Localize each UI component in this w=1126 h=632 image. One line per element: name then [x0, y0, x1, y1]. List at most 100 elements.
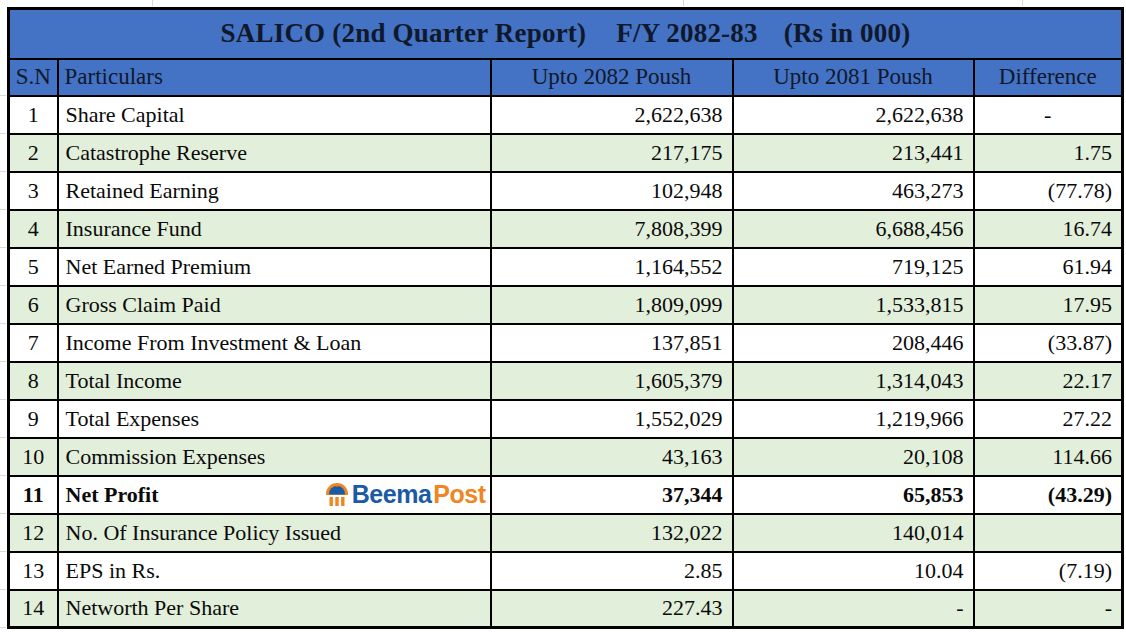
cell-sn: 6 [9, 286, 58, 324]
cell-upto-2082: 217,175 [491, 134, 733, 172]
table-row: 11 Net Profit BeemaPost 37,344 6 [9, 476, 1123, 514]
margin-gridline [0, 95, 6, 96]
particulars-label: Retained Earning [66, 178, 219, 204]
cell-sn: 9 [9, 400, 58, 438]
cell-sn: 13 [9, 552, 58, 590]
cell-difference: 17.95 [974, 286, 1123, 324]
cell-upto-2081: 208,446 [733, 324, 974, 362]
cell-upto-2082: 37,344 [491, 476, 733, 514]
cell-particulars: Catastrophe Reserve BeemaPost [58, 134, 491, 172]
cell-upto-2082: 132,022 [491, 514, 733, 552]
cell-difference: (7.19) [974, 552, 1123, 590]
brand-text-post: Post [433, 480, 485, 509]
particulars-label: Insurance Fund [66, 216, 202, 242]
cell-difference: (43.29) [974, 476, 1123, 514]
cell-upto-2081: 65,853 [733, 476, 974, 514]
report-title-units: (Rs in 000) [784, 18, 911, 49]
report-title-fiscal-year: F/Y 2082-83 [616, 18, 757, 49]
margin-gridline [0, 247, 6, 248]
cell-upto-2082: 1,164,552 [491, 248, 733, 286]
cell-difference [974, 514, 1123, 552]
cell-upto-2081: 1,219,966 [733, 400, 974, 438]
margin-gridline [0, 209, 6, 210]
cell-upto-2082: 2,622,638 [491, 96, 733, 134]
table-row: 3 Retained Earning BeemaPost 102,948 [9, 172, 1123, 210]
particulars-label: Total Expenses [66, 406, 199, 432]
cell-difference: 1.75 [974, 134, 1123, 172]
cell-upto-2081: 1,314,043 [733, 362, 974, 400]
cell-upto-2082: 1,809,099 [491, 286, 733, 324]
cell-sn: 14 [9, 590, 58, 628]
table-row: 1 Share Capital BeemaPost 2,622,638 [9, 96, 1123, 134]
margin-gridline [0, 285, 6, 286]
beemapost-watermark: BeemaPost [324, 480, 486, 509]
margin-gridline [0, 589, 6, 590]
cell-upto-2081: 213,441 [733, 134, 974, 172]
table-row: 6 Gross Claim Paid BeemaPost 1,809,0 [9, 286, 1123, 324]
particulars-label: EPS in Rs. [66, 558, 161, 584]
cell-upto-2082: 102,948 [491, 172, 733, 210]
cell-sn: 4 [9, 210, 58, 248]
margin-gridline [152, 0, 153, 6]
header-difference: Difference [974, 59, 1123, 96]
cell-sn: 7 [9, 324, 58, 362]
cell-sn: 11 [9, 476, 58, 514]
particulars-label: Networth Per Share [66, 595, 240, 621]
margin-gridline [0, 361, 6, 362]
particulars-label: Share Capital [66, 102, 185, 128]
cell-particulars: No. Of Insurance Policy Issued BeemaPost [58, 514, 491, 552]
cell-upto-2081: 1,533,815 [733, 286, 974, 324]
table-row: 12 No. Of Insurance Policy Issued BeemaP… [9, 514, 1123, 552]
cell-upto-2081: 2,622,638 [733, 96, 974, 134]
cell-particulars: Income From Investment & Loan BeemaPost [58, 324, 491, 362]
table-row: 14 Networth Per Share BeemaPost 227. [9, 590, 1123, 628]
margin-gridline [0, 323, 6, 324]
cell-sn: 12 [9, 514, 58, 552]
cell-particulars: Gross Claim Paid BeemaPost [58, 286, 491, 324]
header-row: S.N Particulars Upto 2082 Poush Upto 208… [9, 59, 1123, 96]
particulars-label: Catastrophe Reserve [66, 140, 247, 166]
cell-upto-2082: 1,605,379 [491, 362, 733, 400]
header-upto-2082: Upto 2082 Poush [491, 59, 733, 96]
cell-upto-2081: 140,014 [733, 514, 974, 552]
particulars-label: Gross Claim Paid [66, 292, 221, 318]
report-title: SALICO (2nd Quarter Report) F/Y 2082-83 … [9, 9, 1123, 59]
header-particulars: Particulars [58, 59, 491, 96]
table-row: 8 Total Income BeemaPost 1,605,379 [9, 362, 1123, 400]
cell-particulars: Total Income BeemaPost [58, 362, 491, 400]
quarter-report-table: SALICO (2nd Quarter Report) F/Y 2082-83 … [7, 7, 1124, 629]
cell-difference: 61.94 [974, 248, 1123, 286]
cell-upto-2082: 43,163 [491, 438, 733, 476]
particulars-label: Net Profit [66, 482, 159, 508]
table-row: 5 Net Earned Premium BeemaPost 1,164 [9, 248, 1123, 286]
particulars-label: Total Income [66, 368, 182, 394]
brand-text-beema: Beema [352, 480, 432, 509]
cell-upto-2081: - [733, 590, 974, 628]
cell-difference: (77.78) [974, 172, 1123, 210]
cell-difference: 27.22 [974, 400, 1123, 438]
cell-particulars: Share Capital BeemaPost [58, 96, 491, 134]
cell-upto-2082: 137,851 [491, 324, 733, 362]
cell-particulars: Insurance Fund BeemaPost [58, 210, 491, 248]
cell-difference: 22.17 [974, 362, 1123, 400]
cell-particulars: Net Earned Premium BeemaPost [58, 248, 491, 286]
table-row: 9 Total Expenses BeemaPost 1,552,029 [9, 400, 1123, 438]
table-row: 13 EPS in Rs. BeemaPost 2.85 10. [9, 552, 1123, 590]
cell-difference: - [974, 590, 1123, 628]
margin-gridline [0, 551, 6, 552]
particulars-label: Commission Expenses [66, 444, 266, 470]
margin-gridline [0, 475, 6, 476]
cell-upto-2081: 20,108 [733, 438, 974, 476]
cell-sn: 10 [9, 438, 58, 476]
cell-sn: 3 [9, 172, 58, 210]
margin-gridline [683, 0, 684, 6]
cell-difference: 16.74 [974, 210, 1123, 248]
table-row: 2 Catastrophe Reserve BeemaPost 217, [9, 134, 1123, 172]
report-title-company: SALICO (2nd Quarter Report) [221, 18, 587, 49]
margin-gridline [1022, 0, 1023, 6]
cell-upto-2082: 227.43 [491, 590, 733, 628]
cell-sn: 8 [9, 362, 58, 400]
cell-particulars: Networth Per Share BeemaPost [58, 590, 491, 628]
cell-particulars: EPS in Rs. BeemaPost [58, 552, 491, 590]
table-row: 7 Income From Investment & Loan BeemaPos… [9, 324, 1123, 362]
